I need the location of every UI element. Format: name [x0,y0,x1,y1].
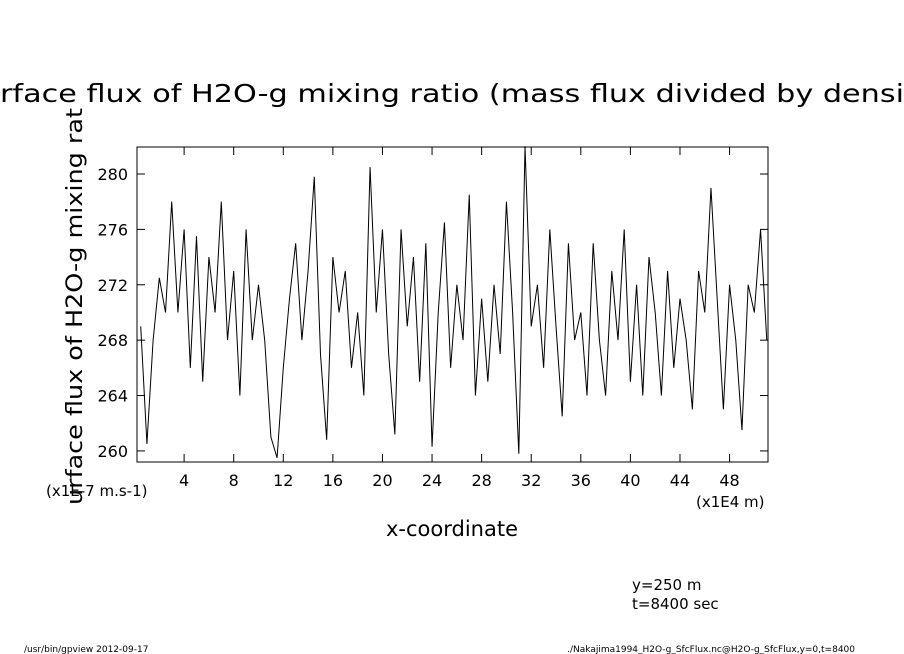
y-tick-label: 276 [97,220,128,239]
x-tick-label: 8 [229,471,239,490]
y-tick-label: 264 [97,387,128,406]
y-axis-label: urface flux of H2O-g mixing rat [63,108,88,505]
y-unit: (x1E-7 m.s-1) [46,482,147,500]
x-tick-label: 28 [471,471,491,490]
x-tick-label: 12 [273,471,293,490]
annotation: t=8400 sec [632,595,719,613]
footer: ./Nakajima1994_H2O-g_SfcFlux.nc@H2O-g_Sf… [567,645,855,654]
x-tick-label: 48 [719,471,739,490]
y-tick-label: 268 [97,331,128,350]
x-tick-label: 4 [179,471,189,490]
chart-title: rface flux of H2O-g mixing ratio (mass f… [0,79,904,108]
annotation: y=250 m [632,576,701,594]
y-tick-label: 280 [97,165,128,184]
x-tick-label: 16 [323,471,343,490]
footer: /usr/bin/gpview 2012-09-17 [24,645,148,654]
data-line [140,146,768,458]
y-tick-label: 272 [97,276,128,295]
x-tick-label: 24 [422,471,442,490]
y-tick-label: 260 [97,442,128,461]
x-tick-label: 36 [571,471,591,490]
x-tick-label: 40 [620,471,640,490]
x-tick-label: 20 [372,471,392,490]
x-tick-label: 44 [670,471,690,490]
x-axis-label: x-coordinate [386,517,518,541]
x-unit: (x1E4 m) [696,493,765,511]
x-tick-label: 32 [521,471,541,490]
plot-frame [136,146,769,463]
